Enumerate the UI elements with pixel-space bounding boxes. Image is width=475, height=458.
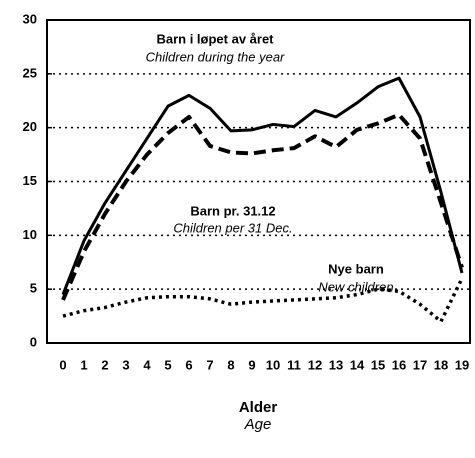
x-tick-label: 4: [143, 357, 151, 372]
x-tick-label: 0: [59, 357, 66, 372]
x-axis-label: Alder: [239, 399, 278, 416]
series-line: [61, 76, 464, 296]
y-tick-label: 20: [23, 119, 37, 134]
series-line: [62, 277, 464, 324]
x-tick-label: 15: [371, 357, 385, 372]
x-tick-label: 18: [434, 357, 448, 372]
x-tick-label: 14: [350, 357, 365, 372]
series-label: Barn i løpet av året: [156, 31, 274, 46]
y-tick-label: 10: [23, 227, 37, 242]
x-tick-label: 12: [308, 357, 322, 372]
y-tick-label: 5: [30, 281, 37, 296]
x-tick-label: 8: [227, 357, 234, 372]
series-label: Nye barn: [328, 261, 384, 276]
series-label-en: Children during the year: [146, 49, 285, 64]
x-tick-label: 19: [455, 357, 469, 372]
series-line: [61, 112, 464, 301]
x-tick-label: 2: [101, 357, 108, 372]
x-tick-label: 13: [329, 357, 343, 372]
x-tick-label: 7: [206, 357, 213, 372]
y-tick-label: 30: [23, 11, 37, 26]
y-tick-label: 0: [30, 334, 37, 349]
y-tick-label: 25: [23, 65, 37, 80]
x-tick-label: 5: [164, 357, 171, 372]
x-tick-label: 9: [248, 357, 255, 372]
series-label-en: New children: [318, 279, 393, 294]
y-tick-label: 15: [23, 173, 37, 188]
series-label: Barn pr. 31.12: [190, 203, 275, 218]
x-tick-label: 10: [266, 357, 280, 372]
x-tick-label: 3: [122, 357, 129, 372]
x-tick-label: 6: [185, 357, 192, 372]
x-axis-label-en: Age: [244, 416, 272, 433]
x-tick-label: 1: [80, 357, 87, 372]
x-tick-label: 17: [413, 357, 427, 372]
series-label-en: Children per 31 Dec.: [173, 220, 292, 235]
x-tick-label: 16: [392, 357, 406, 372]
x-tick-label: 11: [287, 357, 301, 372]
